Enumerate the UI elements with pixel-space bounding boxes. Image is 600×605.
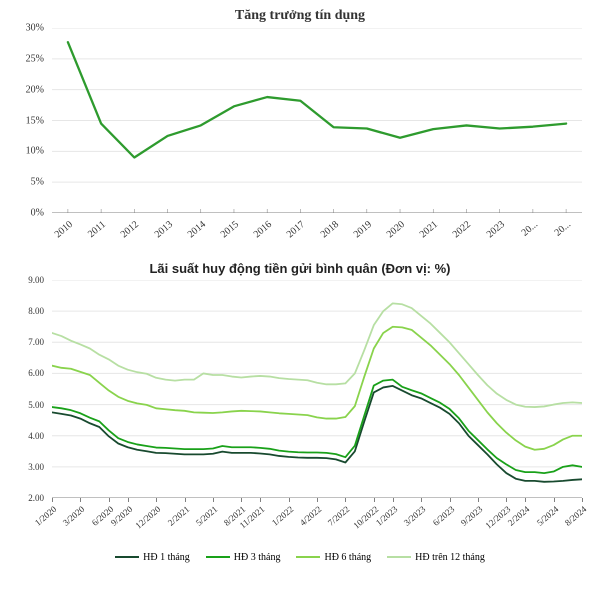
x-tick-mark (185, 498, 186, 502)
legend-item: HĐ 6 tháng (296, 552, 371, 563)
legend-item: HĐ 1 tháng (115, 552, 190, 563)
x-tick-mark (260, 498, 261, 502)
chart2-x-axis: 1/20203/20206/20209/202012/20202/20215/2… (52, 498, 582, 548)
chart1-x-axis: 2010 2011 2012 2013 2014 2015 2016 2017 2018 2019… (52, 213, 582, 257)
x-tick-label: 2012 (119, 219, 141, 240)
legend-label: HĐ 1 tháng (143, 552, 190, 563)
x-tick-label: 7/2022 (326, 504, 352, 528)
x-tick-mark (213, 498, 214, 502)
series-line (52, 327, 582, 450)
legend-item: HĐ 3 tháng (206, 552, 281, 563)
x-tick-label: 1/2022 (269, 504, 295, 528)
x-tick-mark (109, 498, 110, 502)
x-tick-label: 8/2024 (563, 504, 589, 528)
legend-swatch (115, 556, 139, 558)
x-tick-label: 9/2023 (459, 504, 485, 528)
chart2-legend: HĐ 1 tháng HĐ 3 tháng HĐ 6 tháng HĐ trên 12… (12, 550, 588, 563)
x-tick-label: 3/2020 (61, 504, 87, 528)
x-tick-mark (374, 498, 375, 502)
x-tick-label: 2020 (385, 219, 407, 240)
x-tick-mark (156, 498, 157, 502)
chart2-plot (52, 280, 582, 498)
x-tick-label: 2010 (53, 219, 75, 240)
series-line (52, 380, 582, 473)
legend-swatch (296, 556, 320, 558)
y-tick-label: 15% (26, 115, 44, 126)
x-tick-mark (421, 498, 422, 502)
y-tick-label: 2.00 (28, 493, 44, 503)
x-tick-mark (52, 498, 53, 502)
chart1-plot-area: 0%5%10%15%20%25%30% (12, 28, 588, 213)
series-line (52, 303, 582, 407)
y-tick-label: 0% (31, 208, 44, 219)
x-tick-label: 2019 (351, 219, 373, 240)
series-line (52, 386, 582, 482)
x-tick-label: 20... (553, 219, 573, 239)
x-tick-mark (478, 498, 479, 502)
x-tick-mark (582, 498, 583, 502)
x-tick-label: 2013 (152, 219, 174, 240)
x-tick-mark (554, 498, 555, 502)
y-tick-label: 7.00 (28, 337, 44, 347)
x-tick-mark (128, 498, 129, 502)
y-tick-label: 3.00 (28, 462, 44, 472)
legend-label: HĐ trên 12 tháng (415, 552, 485, 563)
x-tick-label: 3/2023 (402, 504, 428, 528)
x-tick-label: 2014 (185, 219, 207, 240)
x-tick-mark (345, 498, 346, 502)
x-tick-label: 2017 (285, 219, 307, 240)
x-tick-mark (506, 498, 507, 502)
y-tick-label: 8.00 (28, 306, 44, 316)
legend-swatch (387, 556, 411, 558)
x-tick-label: 2011 (86, 219, 108, 240)
y-tick-label: 6.00 (28, 368, 44, 378)
legend-label: HĐ 3 tháng (234, 552, 281, 563)
x-tick-label: 2/2021 (165, 504, 191, 528)
y-tick-label: 20% (26, 84, 44, 95)
x-tick-label: 2023 (484, 219, 506, 240)
y-tick-label: 9.00 (28, 275, 44, 285)
x-tick-mark (289, 498, 290, 502)
x-tick-label: 2015 (219, 219, 241, 240)
x-tick-label: 4/2022 (298, 504, 324, 528)
credit-growth-chart: Tăng trưởng tín dụng 0% 5% 10% 15% 20% 25% 30%… (12, 8, 588, 257)
series-line (68, 42, 566, 157)
chart2-title: Lãi suất huy động tiền gửi bình quân (Đơ… (12, 261, 588, 276)
x-tick-label: 2021 (418, 219, 440, 240)
chart1-title: Tăng trưởng tín dụng (12, 8, 588, 24)
x-tick-label: 6/2023 (430, 504, 456, 528)
legend-label: HĐ 6 tháng (324, 552, 371, 563)
deposit-rate-chart: Lãi suất huy động tiền gửi bình quân (Đơ… (12, 261, 588, 563)
x-tick-mark (80, 498, 81, 502)
x-tick-mark (393, 498, 394, 502)
x-tick-mark (317, 498, 318, 502)
x-tick-label: 12/2020 (133, 504, 162, 531)
y-tick-label: 5.00 (28, 400, 44, 410)
y-tick-label: 4.00 (28, 431, 44, 441)
x-tick-label: 2018 (318, 219, 340, 240)
legend-swatch (206, 556, 230, 558)
chart2-plot-area: 2.003.004.005.006.007.008.009.00 (12, 280, 588, 498)
y-tick-label: 10% (26, 146, 44, 157)
y-tick-label: 30% (26, 23, 44, 34)
chart2-y-axis: 2.003.004.005.006.007.008.009.00 (12, 280, 48, 498)
chart1-plot (52, 28, 582, 213)
x-tick-label: 5/2021 (194, 504, 220, 528)
x-tick-label: 2022 (451, 219, 473, 240)
chart1-y-axis: 0%5%10%15%20%25%30% (12, 28, 48, 213)
x-tick-label: 2016 (252, 219, 274, 240)
x-tick-label: 1/2020 (33, 504, 59, 528)
y-tick-label: 25% (26, 53, 44, 64)
x-tick-label: 20... (519, 219, 539, 239)
x-tick-mark (525, 498, 526, 502)
x-tick-label: 5/2024 (534, 504, 560, 528)
x-tick-mark (241, 498, 242, 502)
legend-item: HĐ trên 12 tháng (387, 552, 485, 563)
x-tick-mark (450, 498, 451, 502)
y-tick-label: 5% (31, 177, 44, 188)
